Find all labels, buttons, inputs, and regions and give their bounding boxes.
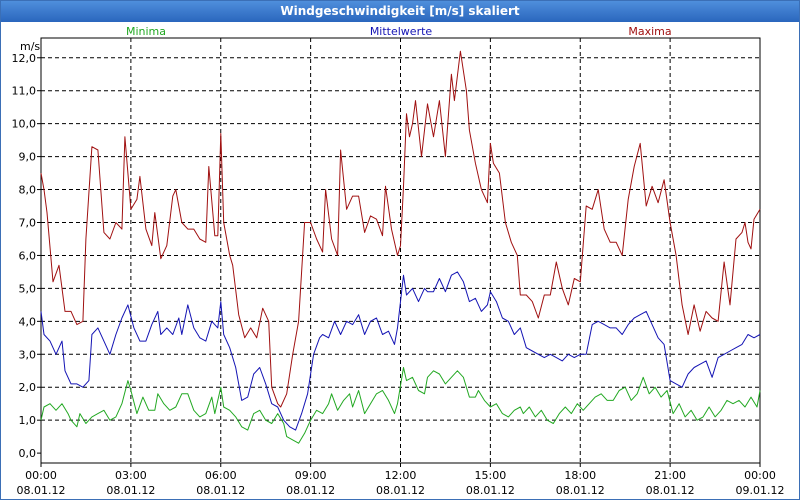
x-tick-time: 06:00 [205,469,237,482]
x-tick-time: 00:00 [744,469,776,482]
y-tick-label: 6,0 [19,249,37,262]
y-tick-label: 5,0 [19,282,37,295]
legend-label-maxima: Maxima [628,25,671,38]
x-tick-time: 21:00 [654,469,686,482]
axes: 0,0 1,0 2,0 3,0 4,0 5,0 6,0 7,0 8,0 9,0 10,0 11,0 12… [12,37,785,497]
series-lines [40,50,761,444]
y-axis-unit: m/s [20,40,40,53]
series-line-mittelwerte [40,271,761,431]
x-tick-date: 08.01.12 [106,484,155,497]
x-tick-time: 15:00 [475,469,507,482]
x-tick-date: 08.01.12 [556,484,605,497]
window-title: Windgeschwindigkeit [m/s] skaliert [1,1,799,22]
series-line-maxima [40,50,761,408]
x-tick-date: 09.01.12 [736,484,785,497]
x-tick-time: 00:00 [25,469,57,482]
x-tick-date: 08.01.12 [286,484,335,497]
x-tick-date: 08.01.12 [466,484,515,497]
x-tick-date: 08.01.12 [646,484,695,497]
x-tick-time: 12:00 [385,469,417,482]
y-tick-label: 2,0 [19,381,37,394]
x-tick-time: 18:00 [564,469,596,482]
y-tick-label: 7,0 [19,216,37,229]
x-tick-time: 09:00 [295,469,327,482]
y-tick-label: 11,0 [12,85,37,98]
y-tick-label: 3,0 [19,348,37,361]
x-tick-date: 08.01.12 [196,484,245,497]
legend: Minima Mittelwerte Maxima [126,25,672,38]
y-tick-label: 8,0 [19,184,37,197]
series-line-minima [40,367,761,444]
y-tick-label: 0,0 [19,447,37,460]
y-tick-label: 10,0 [12,118,37,131]
y-tick-label: 12,0 [12,52,37,65]
x-tick-date: 08.01.12 [17,484,66,497]
legend-label-mittelwerte: Mittelwerte [370,25,433,38]
y-tick-label: 9,0 [19,151,37,164]
x-tick-time: 03:00 [115,469,147,482]
legend-label-minima: Minima [126,25,166,38]
grid [41,38,760,463]
x-tick-date: 08.01.12 [376,484,425,497]
y-tick-label: 1,0 [19,414,37,427]
y-tick-label: 4,0 [19,315,37,328]
